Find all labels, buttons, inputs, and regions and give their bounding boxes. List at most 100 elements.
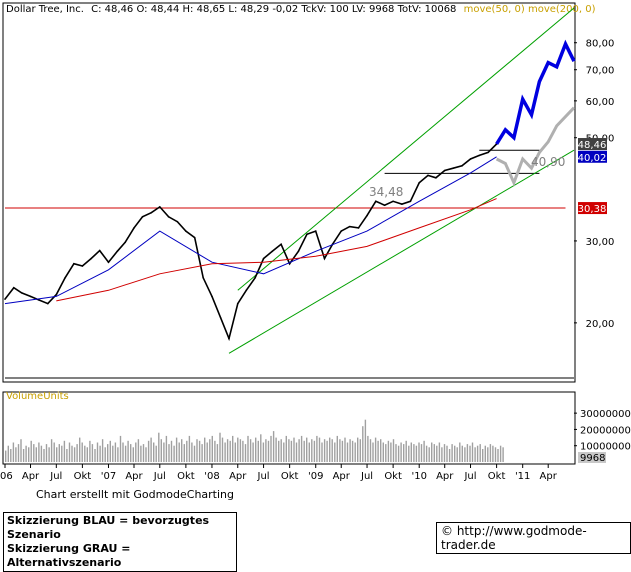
volume-bar-139 <box>359 439 361 462</box>
x-tick-label-19: Okt <box>488 471 506 482</box>
volume-bar-21 <box>58 444 60 462</box>
price-point-41 <box>357 227 360 229</box>
volume-bar-152 <box>392 439 395 462</box>
volume-bar-157 <box>405 440 407 462</box>
volume-bar-135 <box>349 439 351 462</box>
volume-bar-105 <box>272 431 275 462</box>
volume-bar-141 <box>364 419 367 462</box>
volume-bar-90 <box>234 442 236 462</box>
volume-bar-3 <box>12 442 15 462</box>
price-point-32 <box>280 243 282 246</box>
price-point-21 <box>185 230 187 232</box>
price-point-24 <box>211 295 213 298</box>
volume-bar-167 <box>431 442 433 462</box>
header-ohlc: C: 48,46 O: 48,44 H: 48,65 L: 48,29 -0,0… <box>91 4 456 15</box>
x-tick-label-11: Okt <box>281 471 299 482</box>
price-point-53 <box>461 165 463 167</box>
volume-bar-77 <box>201 444 203 462</box>
volume-bar-100 <box>260 434 262 462</box>
price-point-47 <box>409 200 412 203</box>
price-point-12 <box>107 261 110 264</box>
volume-bar-93 <box>242 440 244 462</box>
volume-bar-119 <box>308 442 310 462</box>
volume-bar-29 <box>79 437 81 462</box>
volume-label: VolumeUnits <box>6 391 69 402</box>
volume-bar-126 <box>326 440 328 462</box>
volume-bar-154 <box>397 445 400 462</box>
volume-tick-label-1: 20000000 <box>580 425 631 436</box>
volume-bar-91 <box>237 437 239 462</box>
volume-bar-168 <box>433 444 435 462</box>
price-point-40 <box>348 225 351 228</box>
scenario-sketches <box>495 39 576 187</box>
price-line <box>4 143 498 342</box>
price-point-23 <box>202 276 204 279</box>
price-point-3 <box>29 295 32 298</box>
volume-bar-176 <box>454 445 456 462</box>
volume-bar-58 <box>153 442 155 462</box>
volume-bar-81 <box>211 435 213 462</box>
x-tick-label-0: '06 <box>0 471 13 482</box>
volume-bar-19 <box>53 442 55 462</box>
price-point-52 <box>452 167 455 169</box>
legend-note-gray: Skizzierung GRAU = Alternativszenario <box>7 542 131 569</box>
volume-bar-50 <box>132 447 134 462</box>
volume-bar-61 <box>160 439 162 462</box>
volume-bar-75 <box>196 439 198 462</box>
source-link[interactable]: © http://www.godmode-trader.de <box>436 522 631 554</box>
x-tick-label-16: '10 <box>411 471 426 482</box>
legend-note-blue: Skizzierung BLAU = bevorzugtes Szenario <box>7 514 210 541</box>
volume-bar-115 <box>298 439 300 462</box>
annotation-40-90: 40,90 <box>531 155 565 169</box>
volume-tick-label-2: 10000000 <box>580 442 631 453</box>
volume-bar-149 <box>385 444 387 462</box>
volume-bar-186 <box>479 444 481 462</box>
x-tick-label-3: Okt <box>74 471 92 482</box>
trend-channels <box>228 7 575 354</box>
volume-bar-82 <box>214 440 216 462</box>
volume-bar-94 <box>244 444 247 462</box>
volume-bar-48 <box>127 440 129 462</box>
volume-bar-123 <box>318 437 321 462</box>
price-tag-label-2: 30,38 <box>578 204 607 215</box>
price-point-56 <box>487 151 489 154</box>
price-tag-bg-0 <box>578 138 607 151</box>
volume-bar-194 <box>499 445 502 462</box>
volume-bar-52 <box>137 439 140 462</box>
volume-last-tag <box>578 452 606 463</box>
volume-bars <box>5 419 504 462</box>
y-tick-label-1: 70,00 <box>586 66 615 77</box>
volume-bar-155 <box>400 442 402 462</box>
volume-bar-5 <box>17 444 20 462</box>
volume-bar-24 <box>66 449 68 462</box>
volume-bar-130 <box>336 435 338 462</box>
volume-bar-9 <box>28 447 30 462</box>
volume-bar-66 <box>173 445 175 462</box>
volume-bar-146 <box>377 440 379 462</box>
volume-bar-110 <box>285 435 287 462</box>
price-tag-label-0: 48,46 <box>578 140 607 151</box>
price-point-18 <box>158 206 161 208</box>
volume-bar-43 <box>114 442 117 462</box>
price-point-36 <box>314 230 317 232</box>
x-tick-label-6: Jul <box>153 471 166 482</box>
volume-bar-179 <box>461 445 463 462</box>
volume-bar-145 <box>374 437 377 462</box>
volume-bar-124 <box>321 442 323 462</box>
volume-bar-173 <box>446 445 448 462</box>
volume-bar-129 <box>334 442 336 462</box>
scenario-gray-line <box>495 106 576 187</box>
price-point-22 <box>193 236 196 239</box>
x-tick-label-13: Apr <box>333 471 351 482</box>
volume-bar-163 <box>420 444 423 462</box>
volume-bar-44 <box>117 447 119 462</box>
volume-bar-0 <box>5 450 7 462</box>
volume-bar-89 <box>232 435 234 462</box>
volume-bar-111 <box>288 439 290 462</box>
volume-bar-131 <box>339 439 341 462</box>
volume-bar-55 <box>145 447 147 462</box>
volume-bar-41 <box>109 440 111 462</box>
volume-bar-140 <box>362 426 364 462</box>
volume-bar-180 <box>464 447 466 462</box>
